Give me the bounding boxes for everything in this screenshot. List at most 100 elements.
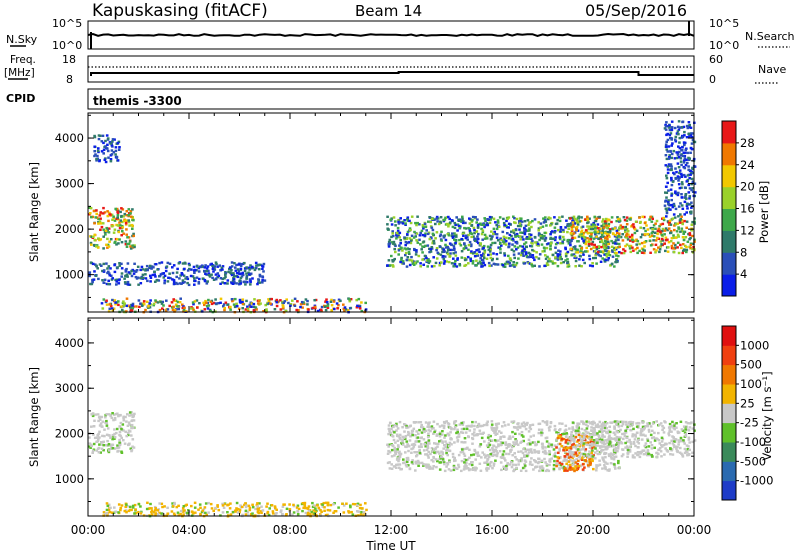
power-echo-cell <box>684 175 687 178</box>
power-echo-cell <box>588 235 592 238</box>
velocity-echo-cell <box>585 420 588 423</box>
velocity-echo-cell <box>600 440 603 444</box>
power-echo-cell <box>165 299 168 302</box>
power-echo-cell <box>470 250 473 253</box>
power-echo-cell <box>618 226 622 229</box>
power-echo-cell <box>477 241 480 245</box>
velocity-echo-cell <box>417 445 421 448</box>
velocity-echo-cell <box>528 426 532 429</box>
power-echo-cell <box>132 232 135 236</box>
power-echo-cell <box>685 136 689 139</box>
power-echo-cell <box>675 170 678 174</box>
power-echo-cell <box>122 304 126 307</box>
velocity-echo-cell <box>468 456 471 459</box>
velocity-echo-cell <box>328 509 332 512</box>
velocity-echo-cell <box>393 431 396 434</box>
velocity-echo-cell <box>97 419 100 423</box>
power-echo-cell <box>613 240 617 244</box>
power-echo-cell <box>95 245 98 248</box>
velocity-echo-cell <box>557 442 560 446</box>
velocity-echo-cell <box>125 434 128 438</box>
power-echo-cell <box>687 168 690 171</box>
velocity-echo-cell <box>485 467 488 470</box>
velocity-echo-cell <box>98 436 101 439</box>
velocity-echo-cell <box>323 509 326 512</box>
power-echo-cell <box>666 181 669 185</box>
velocity-echo-cell <box>93 419 96 422</box>
power-echo-cell <box>254 261 258 265</box>
power-echo-cell <box>561 240 564 243</box>
velocity-echo-cell <box>647 445 651 448</box>
power-echo-cell <box>638 242 641 246</box>
power-echo-cell <box>453 248 456 251</box>
velocity-echo-cell <box>597 425 600 429</box>
power-echo-cell <box>610 216 614 219</box>
power-echo-cell <box>576 221 580 224</box>
power-echo-cell <box>258 268 261 271</box>
velocity-echo-cell <box>133 412 136 416</box>
velocity-echo-cell <box>417 461 420 464</box>
power-echo-cell <box>432 239 436 243</box>
power-echo-cell <box>90 215 93 219</box>
velocity-echo-cell <box>407 432 411 435</box>
power-echo-cell <box>615 258 618 261</box>
power-echo-cell <box>475 249 478 252</box>
power-echo-cell <box>575 256 578 260</box>
power-echo-cell <box>241 298 245 301</box>
power-echo-cell <box>299 303 303 306</box>
velocity-echo-cell <box>507 437 511 440</box>
velocity-echo-cell <box>636 453 640 457</box>
power-echo-cell <box>344 308 348 311</box>
velocity-echo-cell <box>426 425 429 428</box>
velocity-echo-cell <box>105 508 109 512</box>
power-echo-cell <box>690 229 694 232</box>
velocity-echo-cell <box>484 456 487 459</box>
power-echo-cell <box>680 175 684 178</box>
power-echo-cell <box>405 265 409 268</box>
velocity-echo-cell <box>505 452 508 456</box>
velocity-echo-cell <box>395 424 399 428</box>
power-echo-cell <box>150 267 153 270</box>
power-echo-cell <box>579 233 583 237</box>
velocity-echo-cell <box>474 466 477 470</box>
power-echo-cell <box>251 277 254 280</box>
power-echo-cell <box>131 306 135 309</box>
power-echo-cell <box>486 218 489 221</box>
power-echo-cell <box>682 249 685 253</box>
power-echo-cell <box>233 262 236 265</box>
power-echo-cell <box>689 126 693 129</box>
velocity-echo-cell <box>517 463 520 466</box>
power-echo-cell <box>682 238 686 242</box>
power-echo-cell <box>580 226 583 229</box>
power-echo-cell <box>693 222 696 225</box>
power-echo-cell <box>512 253 516 256</box>
velocity-echo-cell <box>571 468 574 471</box>
power-echo-cell <box>518 228 521 231</box>
velocity-echo-cell <box>606 469 609 472</box>
power-echo-cell <box>618 232 621 235</box>
velocity-echo-cell <box>481 432 484 435</box>
velocity-echo-cell <box>585 427 589 430</box>
power-echo-cell <box>148 306 152 309</box>
velocity-echo-cell <box>684 421 688 424</box>
power-echo-cell <box>573 236 577 239</box>
power-echo-cell <box>685 124 689 128</box>
power-echo-cell <box>419 262 422 265</box>
power-echo-cell <box>330 309 333 312</box>
power-echo-cell <box>142 300 146 303</box>
velocity-echo-cell <box>509 437 512 440</box>
velocity-echo-cell <box>576 448 580 451</box>
velocity-echo-cell <box>419 421 423 424</box>
velocity-echo-cell <box>313 504 316 507</box>
power-echo-cell <box>238 298 242 302</box>
velocity-echo-cell <box>590 444 594 447</box>
power-echo-cell <box>470 220 474 223</box>
power-echo-cell <box>99 222 103 225</box>
power-echo-cell <box>93 244 97 247</box>
power-echo-cell <box>329 300 333 303</box>
velocity-echo-cell <box>127 421 131 424</box>
power-echo-cell <box>495 233 499 236</box>
cpid-label: CPID <box>6 92 35 105</box>
velocity-echo-cell <box>449 426 452 429</box>
power-echo-cell <box>221 265 225 268</box>
